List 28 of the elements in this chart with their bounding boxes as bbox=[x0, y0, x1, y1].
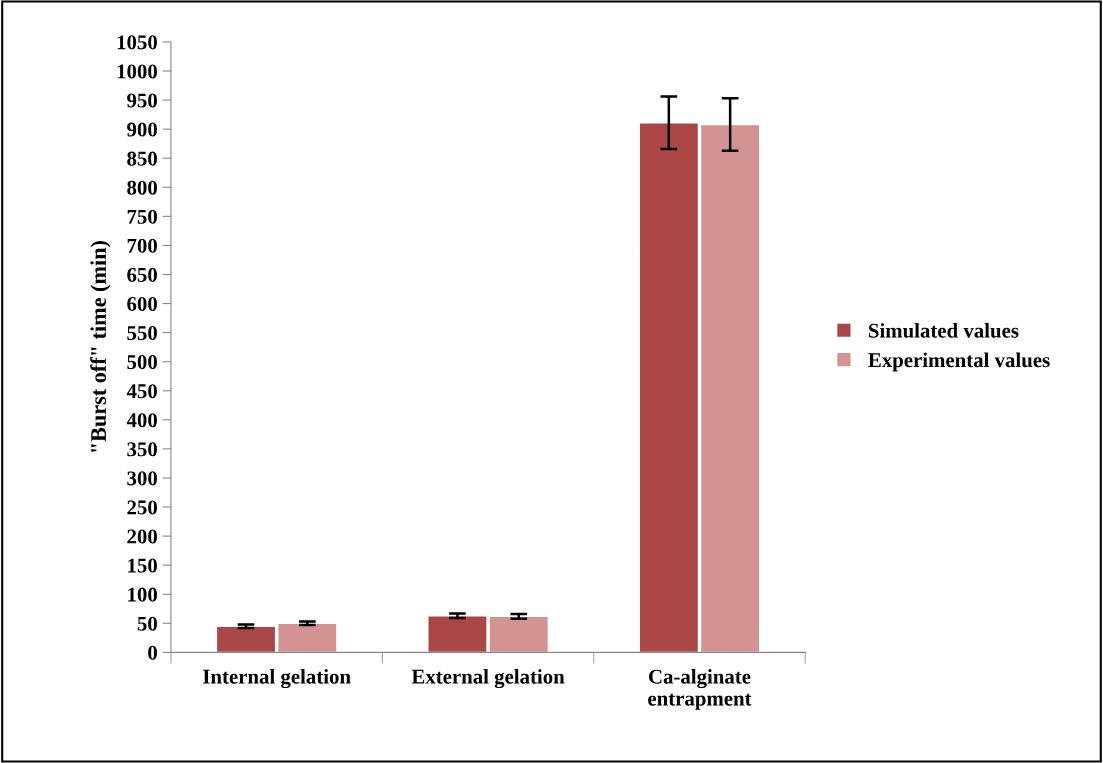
y-tick-label: 550 bbox=[127, 326, 157, 341]
y-tick-label: 0 bbox=[148, 645, 157, 660]
x-tick-label: Ca-alginate entrapment bbox=[648, 669, 752, 710]
y-tick-label: 900 bbox=[127, 122, 157, 137]
y-tick-label: 850 bbox=[127, 151, 157, 166]
y-tick-label: 950 bbox=[127, 93, 157, 108]
x-tick-label: External gelation bbox=[411, 669, 565, 689]
y-axis-title: "Burst off" time (min) bbox=[90, 241, 111, 452]
y-tick-label: 600 bbox=[127, 296, 157, 311]
y-tick-label: 700 bbox=[127, 238, 157, 253]
y-tick-label: 300 bbox=[127, 471, 157, 486]
y-tick-label: 200 bbox=[127, 529, 157, 544]
y-tick-label: 400 bbox=[126, 413, 157, 428]
y-tick-label: 1000 bbox=[117, 64, 157, 79]
y-tick-label: 50 bbox=[137, 616, 157, 631]
y-tick-label: 650 bbox=[127, 267, 157, 282]
x-tick-label: Internal gelation bbox=[203, 669, 351, 689]
y-tick-label: 150 bbox=[128, 558, 157, 573]
y-tick-label: 1050 bbox=[117, 35, 157, 50]
y-tick-label: 100 bbox=[128, 587, 157, 602]
y-tick-label: 800 bbox=[127, 180, 157, 195]
legend-label: Simulated values bbox=[868, 323, 1019, 338]
legend-label: Experimental values bbox=[868, 352, 1050, 372]
y-tick-label: 250 bbox=[127, 500, 157, 515]
y-tick-label: 500 bbox=[127, 355, 157, 370]
y-tick-label: 350 bbox=[127, 442, 157, 457]
y-tick-label: 750 bbox=[127, 209, 157, 224]
y-tick-label: 450 bbox=[126, 384, 157, 399]
